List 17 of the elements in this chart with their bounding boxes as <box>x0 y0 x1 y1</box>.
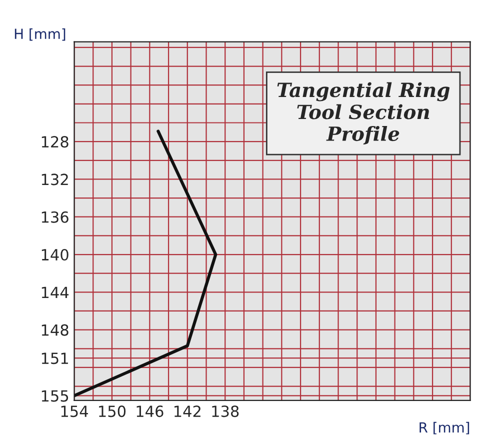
text: Tangential Ring Tool Section Profile <box>277 82 450 144</box>
y-tick-label: 155 <box>42 390 68 402</box>
y-axis-title: H [mm] <box>14 28 66 41</box>
y-tick-label: 148 <box>42 324 68 336</box>
x-tick-label: 142 <box>174 406 200 417</box>
x-tick-label: 138 <box>212 406 239 418</box>
y-tick-label: 136 <box>42 211 68 223</box>
y-tick-label: 144 <box>42 286 69 298</box>
y-tick-label: 132 <box>42 174 68 186</box>
x-tick-label: 150 <box>99 406 126 418</box>
y-tick-label: 128 <box>42 136 68 148</box>
y-tick-label: 140 <box>42 248 68 261</box>
line-series <box>74 130 218 398</box>
y-tick-label: 151 <box>42 352 68 364</box>
x-axis-title: R [mm] <box>420 422 470 434</box>
x-tick-label: 154 <box>61 406 88 418</box>
x-tick-label: 146 <box>136 406 164 418</box>
